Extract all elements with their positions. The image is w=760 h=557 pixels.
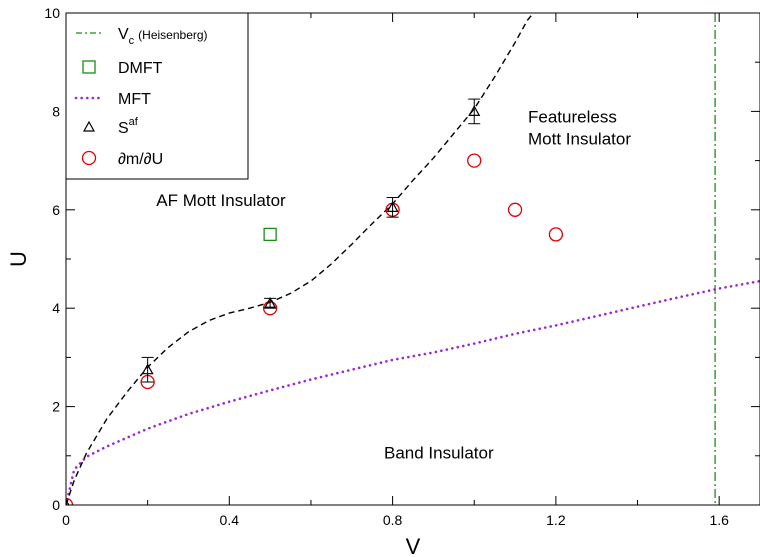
dmdu-point [548,227,564,242]
legend-label-dmdu: ∂m/∂U [118,151,163,168]
legend-entry-saf: Saf [82,116,139,137]
dmdu-point [507,202,523,217]
annotation-feat2: Mott Insulator [528,129,631,148]
dmft-point [263,227,277,242]
y-tick-label: 8 [52,103,60,119]
y-tick-label: 4 [52,300,60,316]
legend-box [65,12,249,180]
annotation-band: Band Insulator [384,443,494,462]
legend-label-main: DMFT [118,60,163,77]
y-tick-label: 2 [52,399,60,415]
annotation-af: AF Mott Insulator [156,191,286,210]
legend: Vc (Heisenberg) DMFT MFT Saf ∂m/∂U [65,12,249,180]
legend-label-main: MFT [118,91,151,108]
legend-label-vc: Vc (Heisenberg) [118,26,208,47]
legend-label-extra: (Heisenberg) [138,28,207,42]
legend-dmdu-symbol [81,150,97,166]
legend-label-main: V [118,26,129,43]
legend-entry-mft: MFT [74,91,151,108]
legend-label-main: ∂m/∂U [118,151,163,168]
saf-point [141,363,154,375]
legend-label-sub: c [129,35,135,47]
saf-point [386,201,399,212]
legend-label-saf: Saf [118,116,139,137]
x-tick-label: 1.6 [709,512,729,528]
saf-point [468,105,481,117]
x-tick-label: 0 [62,512,70,528]
annotation-feat1: Featureless [528,107,617,126]
annotations: AF Mott Insulator Featureless Mott Insulat… [156,107,631,462]
mft-line [66,279,760,505]
dmdu-point [467,153,482,168]
saf-point [264,297,277,308]
x-tick-label: 0.8 [383,512,403,528]
legend-entry-vc: Vc (Heisenberg) [76,26,208,47]
x-tick-label: 1.2 [546,512,566,528]
legend-entry-dmdu: ∂m/∂U [81,150,163,168]
legend-label-mft: MFT [118,91,151,108]
y-tick-label: 10 [44,5,60,21]
legend-saf-symbol [82,120,96,132]
y-tick-label: 0 [52,497,60,513]
axis-ticks: 0 0.4 0.8 1.2 1.6 0 2 4 6 8 10 [44,5,760,528]
y-axis-label: U [6,251,31,267]
legend-entry-dmft: DMFT [82,60,163,77]
y-tick-label: 6 [52,202,60,218]
legend-label-dmft: DMFT [118,60,163,77]
legend-label-sup: af [129,116,139,128]
x-axis-label: V [406,534,421,557]
legend-label-main: S [118,120,129,137]
legend-dmft-symbol [82,60,96,74]
x-tick-label: 0.4 [220,512,240,528]
